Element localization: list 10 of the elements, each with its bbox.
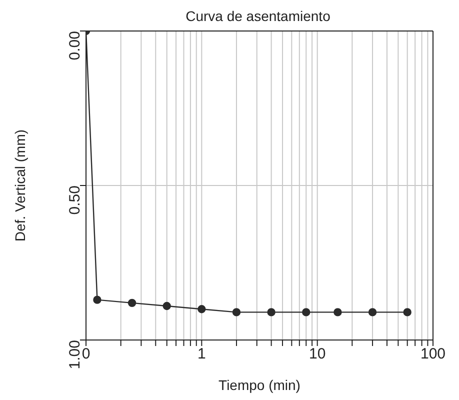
y-tick-label: 0.00 [66,31,84,60]
y-tick-label: 1.00 [66,340,84,370]
x-axis-title: Tiempo (min) [218,377,300,393]
x-tick-label: 10 [308,346,326,363]
y-axis-title: Def. Vertical (mm) [12,129,28,242]
x-tick-label: 100 [420,346,446,363]
x-tick-label: 0 [82,346,90,363]
chart-title: Curva de asentamiento [184,8,332,26]
y-tick-label: 0.50 [66,186,84,215]
x-tick-label: 1 [197,346,206,363]
